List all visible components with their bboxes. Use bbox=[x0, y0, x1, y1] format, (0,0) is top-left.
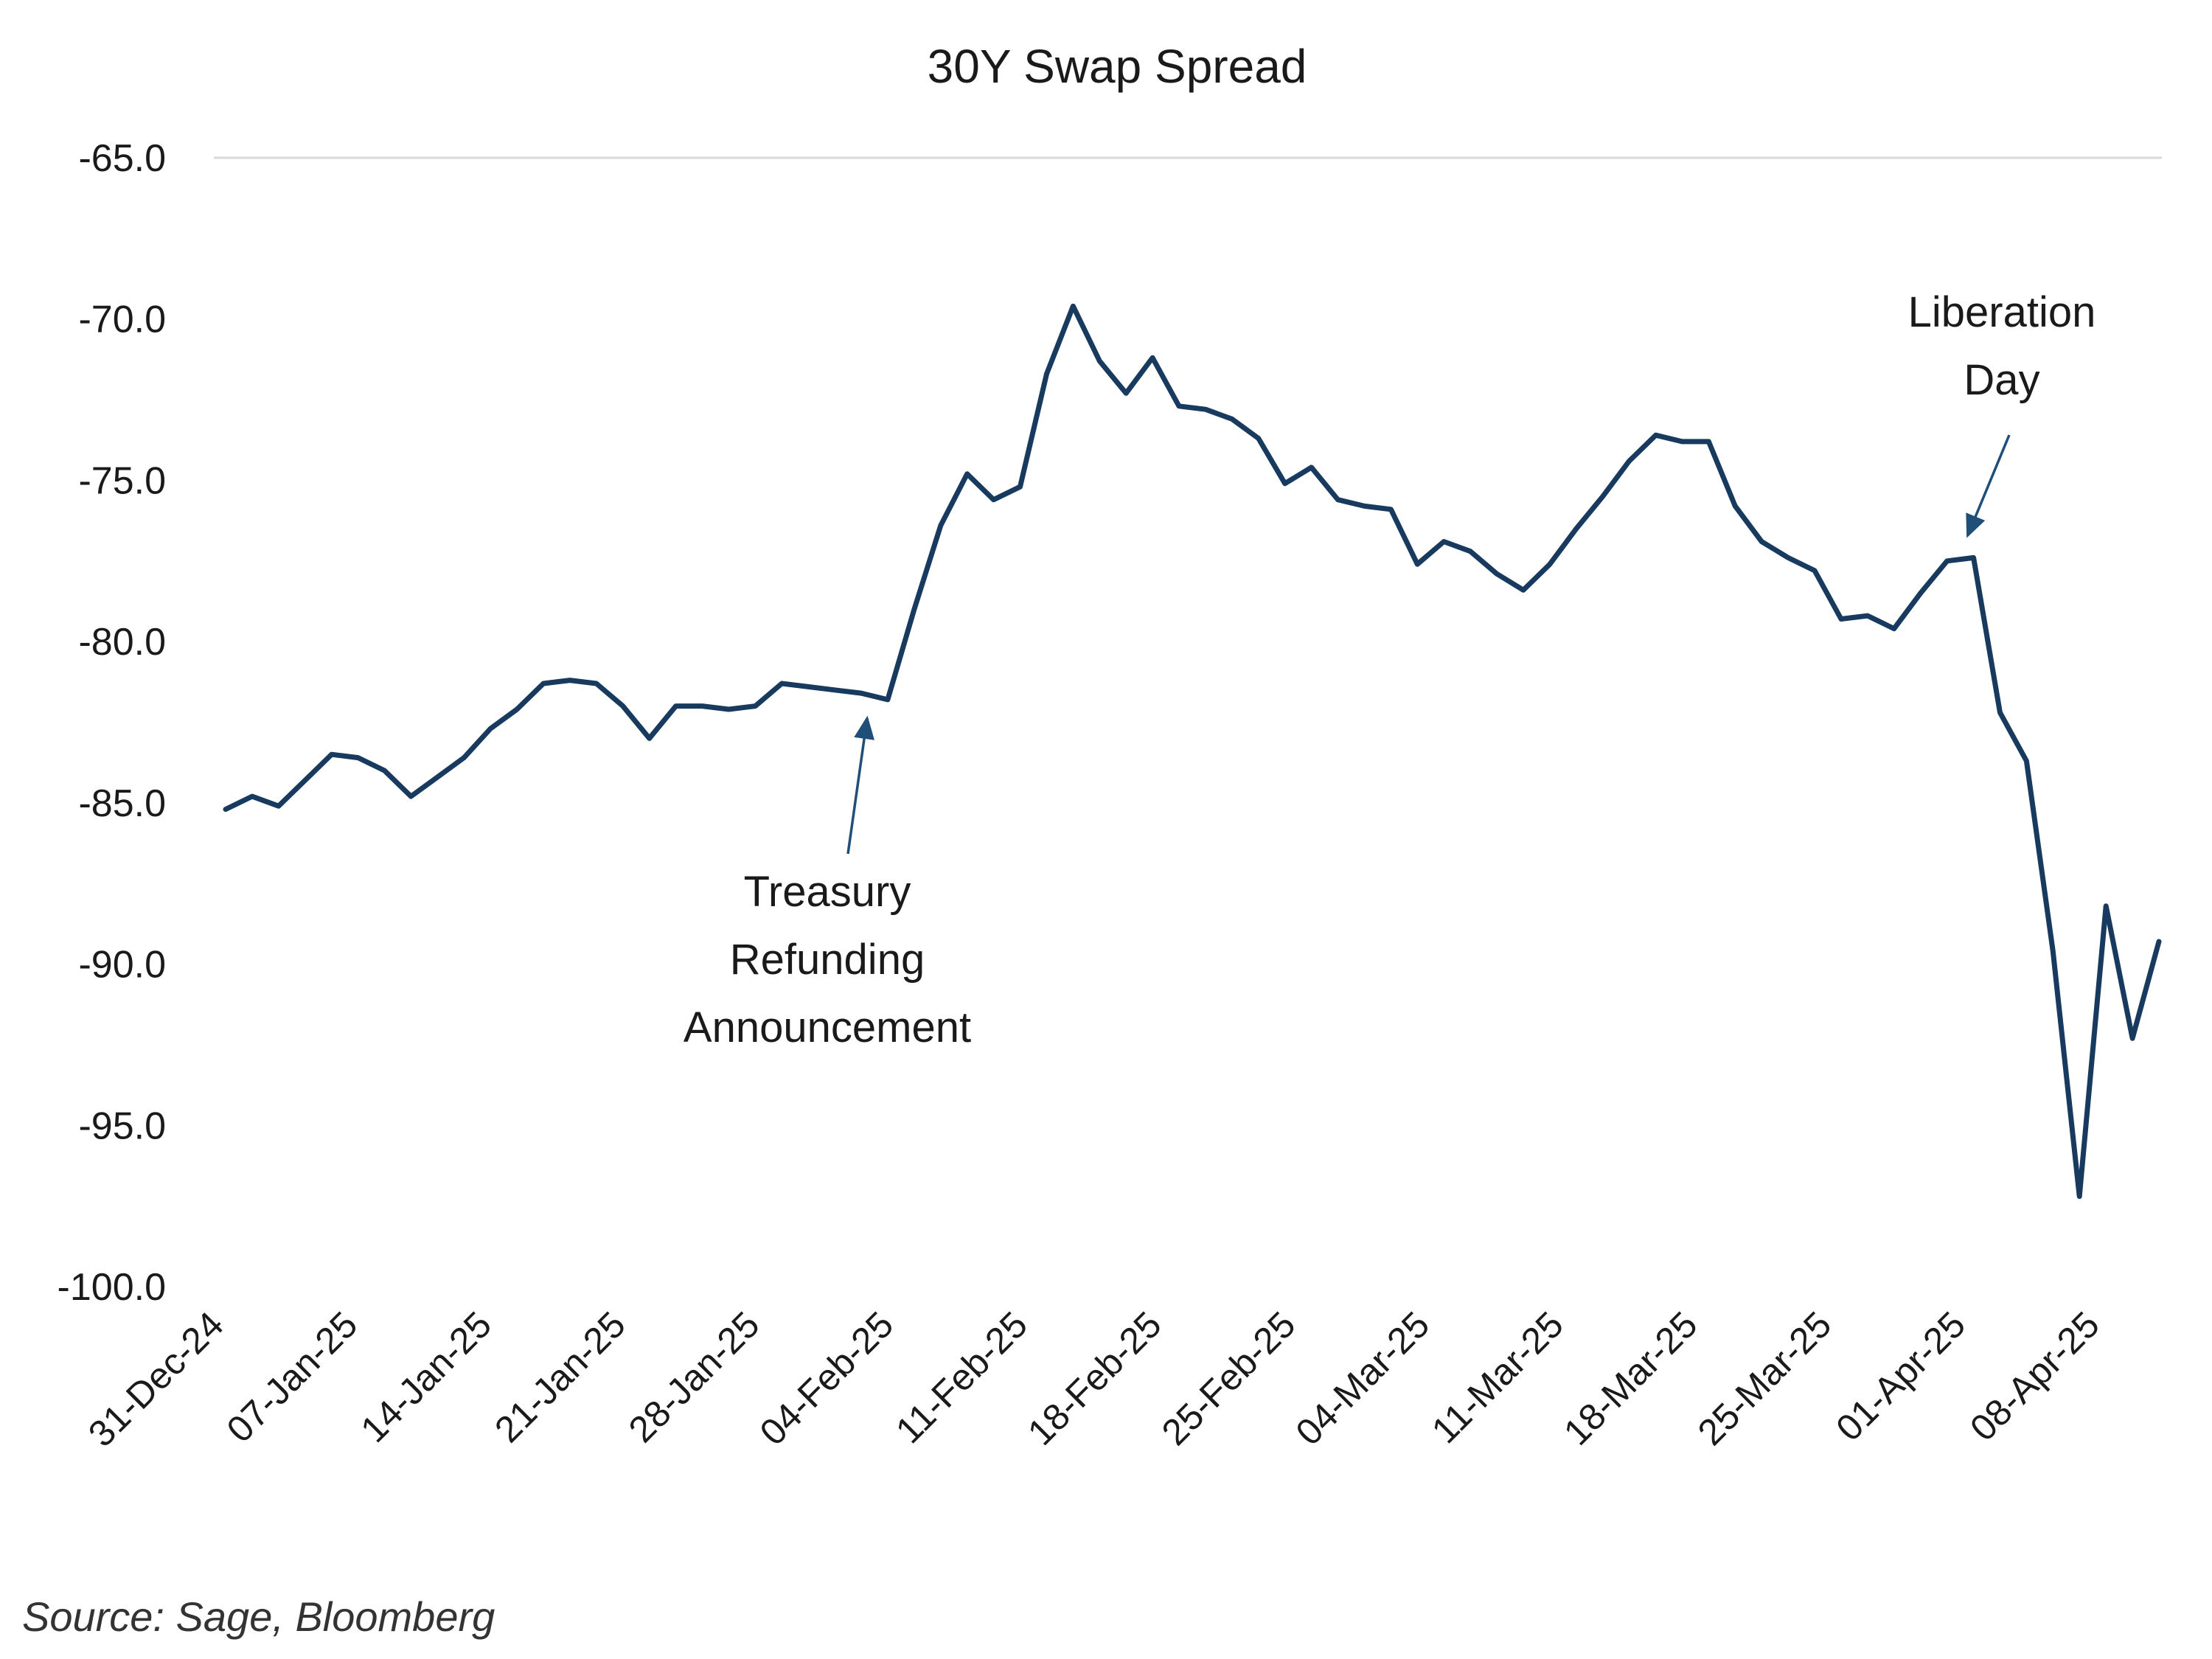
annotation-treasury-refunding-line: Treasury bbox=[744, 868, 911, 916]
annotation-treasury-refunding-line: Announcement bbox=[684, 1004, 971, 1051]
y-tick-label: -65.0 bbox=[78, 137, 166, 180]
annotation-liberation-day-line: Day bbox=[1964, 356, 2039, 404]
x-tick-label: 31-Dec-24 bbox=[80, 1304, 232, 1455]
annotation-arrow-liberation-day bbox=[1966, 434, 2011, 538]
chart-title: 30Y Swap Spread bbox=[928, 40, 1307, 93]
x-tick-label: 28-Jan-25 bbox=[621, 1304, 768, 1450]
y-tick-label: -90.0 bbox=[78, 944, 166, 987]
y-tick-label: -95.0 bbox=[78, 1105, 166, 1147]
y-tick-label: -75.0 bbox=[78, 459, 166, 502]
x-tick-label: 14-Jan-25 bbox=[352, 1304, 499, 1450]
x-axis: 31-Dec-2407-Jan-2514-Jan-2521-Jan-2528-J… bbox=[80, 1304, 2107, 1455]
series-line-30y-swap-spread bbox=[223, 303, 2162, 1199]
x-tick-label: 04-Mar-25 bbox=[1288, 1304, 1438, 1453]
x-tick-label: 11-Feb-25 bbox=[888, 1304, 1035, 1451]
x-tick-label: 11-Mar-25 bbox=[1424, 1304, 1571, 1451]
y-tick-label: -70.0 bbox=[78, 299, 166, 341]
x-tick-label: 04-Feb-25 bbox=[752, 1304, 902, 1453]
annotations: Treasury Refunding Announcement Liberation D… bbox=[684, 288, 2096, 1051]
y-tick-label: -100.0 bbox=[58, 1266, 166, 1309]
y-tick-label: -85.0 bbox=[78, 782, 166, 825]
x-tick-label: 08-Apr-25 bbox=[1962, 1304, 2107, 1449]
x-tick-label: 25-Mar-25 bbox=[1690, 1304, 1840, 1453]
annotation-treasury-refunding-line: Refunding bbox=[730, 936, 925, 984]
x-tick-label: 21-Jan-25 bbox=[487, 1304, 633, 1450]
x-tick-label: 18-Mar-25 bbox=[1556, 1304, 1705, 1453]
x-tick-label: 01-Apr-25 bbox=[1828, 1304, 1973, 1449]
x-tick-label: 18-Feb-25 bbox=[1020, 1304, 1169, 1453]
x-tick-label: 07-Jan-25 bbox=[219, 1304, 366, 1450]
y-axis: -65.0 -70.0 -75.0 -80.0 -85.0 -90.0 -95.0 -100.… bbox=[58, 137, 166, 1309]
x-tick-label: 25-Feb-25 bbox=[1154, 1304, 1304, 1453]
source-note: Source: Sage, Bloomberg bbox=[22, 1593, 495, 1640]
annotation-liberation-day-line: Liberation bbox=[1908, 288, 2096, 336]
annotation-arrow-treasury-refunding bbox=[846, 715, 874, 855]
y-tick-label: -80.0 bbox=[78, 621, 166, 664]
